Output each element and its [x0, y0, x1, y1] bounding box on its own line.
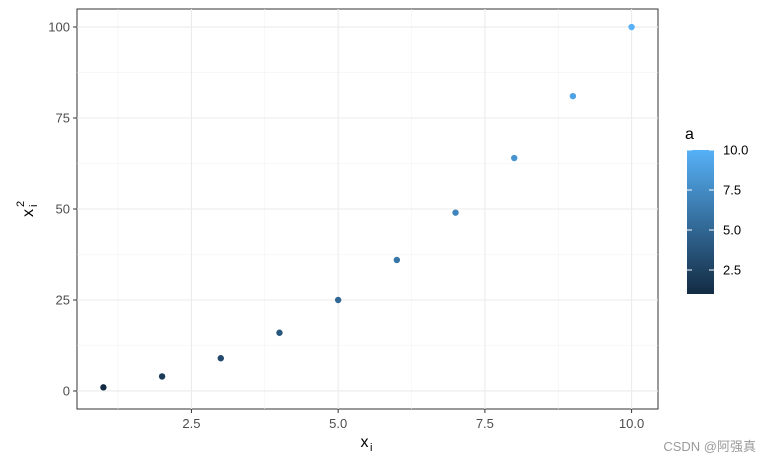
major-gridlines	[77, 9, 658, 409]
data-point	[452, 209, 459, 216]
y-axis-title-text: x	[20, 209, 37, 217]
y-tick-label: 75	[56, 111, 70, 126]
x-tick-label: 2.5	[182, 416, 200, 431]
x-tick-label: 7.5	[476, 416, 494, 431]
legend-colorbar	[687, 150, 714, 294]
data-point	[158, 373, 166, 380]
y-axis-title-superscript: 2	[15, 201, 27, 207]
y-axis-ticks: 0 25 50 75 100	[48, 20, 77, 398]
x-tick-label: 10.0	[619, 416, 644, 431]
data-point	[334, 296, 342, 304]
y-axis-title-group: x 2 i	[15, 201, 40, 217]
color-legend: a 2.5 5.0 7.5 10.0	[685, 126, 748, 294]
y-tick-label: 25	[56, 292, 70, 307]
y-tick-label: 50	[56, 202, 70, 217]
y-tick-label: 0	[63, 383, 70, 398]
data-point	[217, 355, 224, 362]
legend-tick-label: 2.5	[723, 263, 741, 278]
data-point	[276, 329, 283, 336]
y-axis-title: x 2 i	[15, 201, 40, 217]
data-points	[100, 23, 635, 391]
data-point	[628, 23, 635, 31]
x-axis-title-text: x	[361, 434, 369, 451]
y-tick-label: 100	[48, 20, 70, 35]
data-point	[511, 154, 518, 162]
x-axis-title-subscript: i	[370, 442, 372, 454]
x-axis-ticks: 2.5 5.0 7.5 10.0	[182, 409, 644, 431]
data-point	[100, 384, 107, 391]
legend-tick-label: 10.0	[723, 143, 748, 158]
x-tick-label: 5.0	[329, 416, 347, 431]
watermark: CSDN @阿强真	[663, 439, 756, 454]
legend-tick-label: 7.5	[723, 183, 741, 198]
data-point	[393, 256, 401, 264]
minor-gridlines	[77, 9, 658, 409]
data-point	[569, 92, 577, 100]
legend-tick-label: 5.0	[723, 223, 741, 238]
y-axis-title-subscript: i	[28, 205, 40, 207]
legend-title: a	[685, 126, 694, 143]
